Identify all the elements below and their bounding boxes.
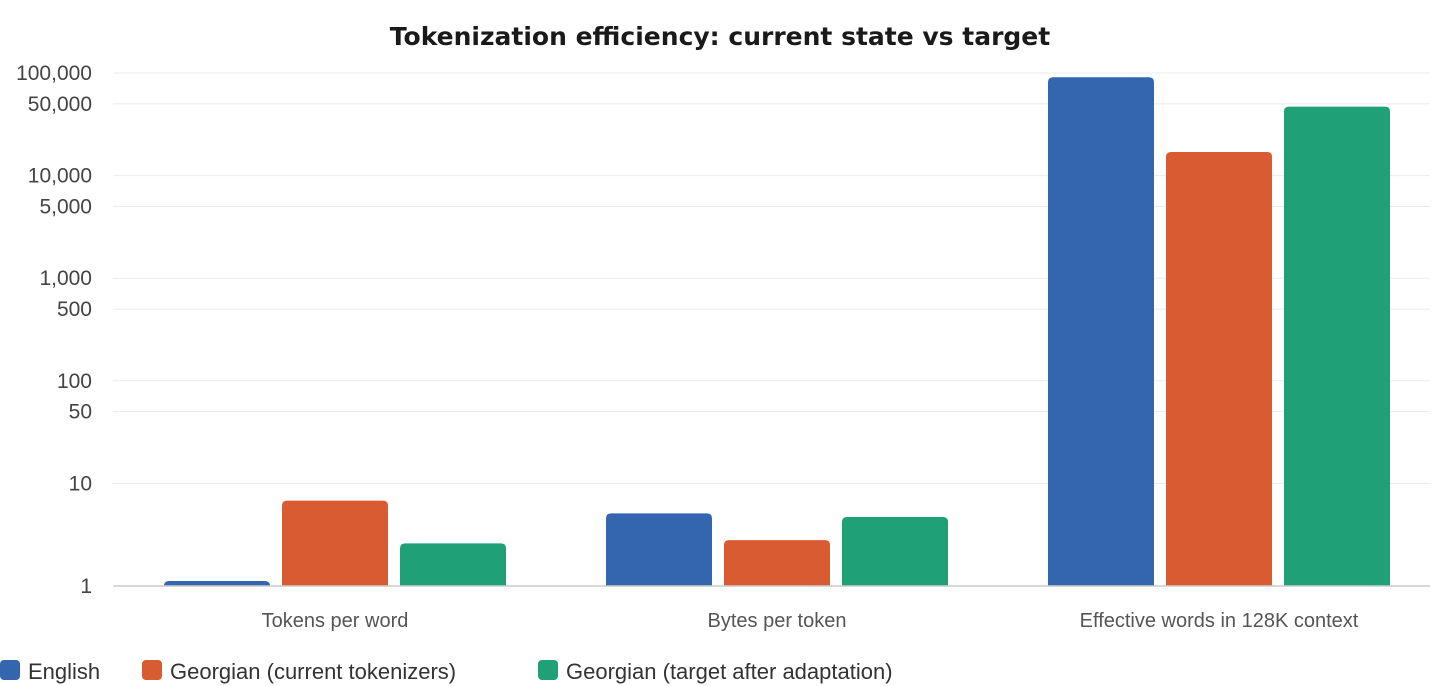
y-tick-label: 1: [80, 575, 92, 598]
y-axis-ticks: 1 10 50 100 500 1,000 5,000 10,000 50,000 100,000: [16, 62, 92, 598]
chart-title: Tokenization efficiency: current state v…: [390, 22, 1050, 51]
bar[interactable]: [400, 543, 506, 586]
bar[interactable]: [164, 580, 270, 586]
bars: [164, 77, 1390, 587]
bar[interactable]: [1048, 77, 1154, 586]
legend-swatch: [0, 660, 20, 680]
legend-swatch: [538, 660, 558, 680]
legend-item[interactable]: Georgian (target after adaptation): [538, 659, 893, 684]
y-tick-label: 100,000: [16, 62, 92, 85]
x-tick-label: Effective words in 128K context: [1080, 610, 1359, 632]
legend[interactable]: English Georgian (current tokenizers) Geor…: [0, 659, 893, 684]
x-axis-ticks: Tokens per word Bytes per token Effective …: [262, 610, 1359, 632]
x-tick-label: Bytes per token: [708, 610, 847, 632]
y-tick-label: 50: [69, 401, 92, 424]
bar[interactable]: [282, 500, 388, 586]
legend-swatch: [142, 660, 162, 680]
y-tick-label: 1,000: [39, 267, 92, 290]
legend-label: English: [28, 659, 100, 684]
bar[interactable]: [1284, 106, 1390, 586]
bar[interactable]: [724, 540, 830, 586]
y-tick-label: 50,000: [28, 93, 92, 116]
bar[interactable]: [1166, 151, 1272, 587]
legend-item[interactable]: English: [0, 659, 100, 684]
y-tick-label: 100: [57, 370, 92, 393]
legend-item[interactable]: Georgian (current tokenizers): [142, 659, 456, 684]
bar[interactable]: [606, 513, 712, 586]
y-tick-label: 500: [57, 298, 92, 321]
y-tick-label: 5,000: [39, 195, 92, 218]
y-tick-label: 10: [69, 472, 92, 495]
legend-label: Georgian (target after adaptation): [566, 659, 893, 684]
legend-label: Georgian (current tokenizers): [170, 659, 456, 684]
y-tick-label: 10,000: [28, 165, 92, 188]
grid-lines: [113, 72, 1430, 484]
x-tick-label: Tokens per word: [262, 610, 409, 632]
bar[interactable]: [842, 517, 948, 586]
